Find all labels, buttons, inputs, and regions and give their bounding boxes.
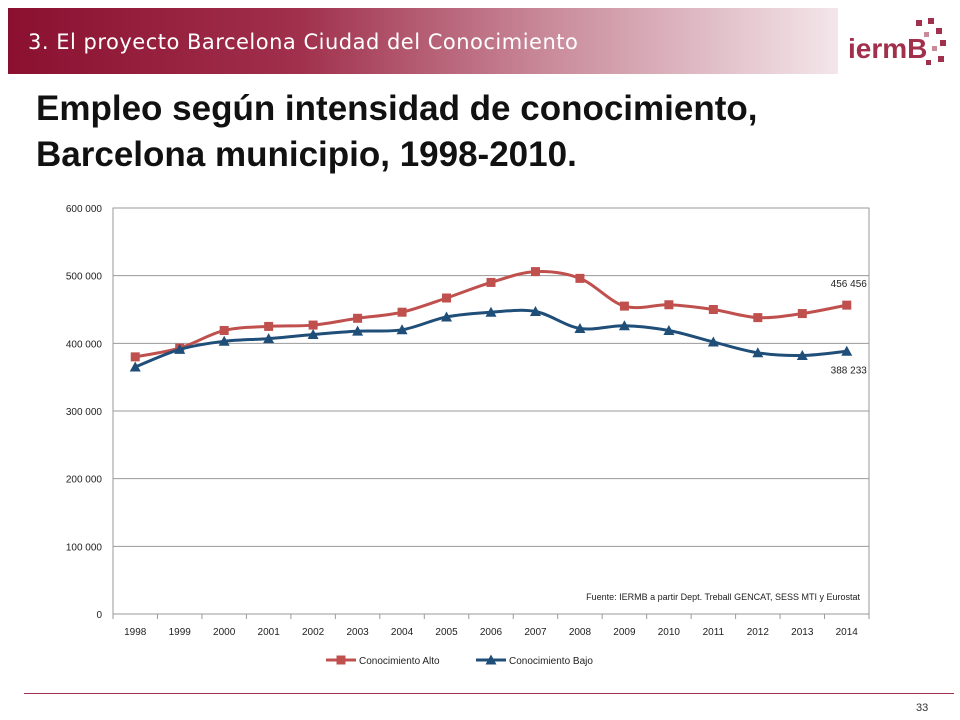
y-tick-label: 200 000 xyxy=(66,475,103,486)
x-tick-label: 2000 xyxy=(213,627,236,638)
x-tick-label: 2013 xyxy=(791,627,814,638)
x-tick-label: 2010 xyxy=(658,627,681,638)
data-point-conocimiento-alto xyxy=(486,277,496,287)
section-title: 3. El proyecto Barcelona Ciudad del Cono… xyxy=(28,30,579,54)
data-point-conocimiento-alto xyxy=(397,307,407,317)
data-point-conocimiento-bajo xyxy=(707,336,719,347)
data-point-conocimiento-alto xyxy=(530,267,540,277)
data-point-conocimiento-bajo xyxy=(841,345,853,356)
y-tick-label: 600 000 xyxy=(66,204,103,215)
data-point-conocimiento-bajo xyxy=(129,361,141,372)
x-tick-label: 2005 xyxy=(435,627,458,638)
legend-label: Conocimiento Alto xyxy=(359,656,440,667)
x-tick-label: 1999 xyxy=(169,627,192,638)
x-tick-label: 2006 xyxy=(480,627,503,638)
data-point-conocimiento-bajo xyxy=(396,324,408,335)
x-tick-label: 2003 xyxy=(346,627,369,638)
data-point-conocimiento-alto xyxy=(664,300,674,310)
data-point-conocimiento-alto xyxy=(353,313,363,323)
page-number: 33 xyxy=(916,702,929,714)
data-point-conocimiento-bajo xyxy=(352,325,364,336)
data-point-conocimiento-alto xyxy=(308,320,318,330)
data-point-conocimiento-bajo xyxy=(263,333,275,344)
data-point-conocimiento-alto xyxy=(842,300,852,310)
x-tick-label: 1998 xyxy=(124,627,147,638)
y-tick-label: 400 000 xyxy=(66,339,103,350)
y-tick-label: 100 000 xyxy=(66,542,103,553)
data-point-conocimiento-bajo xyxy=(752,347,764,358)
y-tick-label: 500 000 xyxy=(66,272,103,283)
y-tick-label: 0 xyxy=(96,610,102,621)
data-point-conocimiento-alto xyxy=(130,352,140,362)
x-tick-label: 2011 xyxy=(703,627,725,638)
data-point-conocimiento-alto xyxy=(264,321,274,331)
x-tick-label: 2002 xyxy=(302,627,325,638)
data-label: 388 233 xyxy=(831,365,868,376)
data-point-conocimiento-bajo xyxy=(796,350,808,361)
legend-marker-conocimiento-alto xyxy=(336,655,346,665)
footer-rule xyxy=(24,693,954,694)
x-tick-label: 2014 xyxy=(836,627,859,638)
x-tick-label: 2004 xyxy=(391,627,414,638)
data-point-conocimiento-alto xyxy=(619,301,629,311)
data-point-conocimiento-bajo xyxy=(441,311,453,322)
legend-label: Conocimiento Bajo xyxy=(509,656,593,667)
data-label: 456 456 xyxy=(831,279,868,290)
data-point-conocimiento-bajo xyxy=(485,306,497,317)
x-tick-label: 2009 xyxy=(613,627,636,638)
x-tick-label: 2007 xyxy=(524,627,547,638)
data-point-conocimiento-bajo xyxy=(618,320,630,331)
x-tick-label: 2012 xyxy=(747,627,770,638)
data-point-conocimiento-alto xyxy=(219,325,229,335)
data-point-conocimiento-alto xyxy=(575,273,585,283)
header-band xyxy=(8,8,838,74)
data-point-conocimiento-bajo xyxy=(529,306,541,317)
slide-title: Empleo según intensidad de conocimiento,… xyxy=(36,89,758,174)
legend-marker-conocimiento-bajo xyxy=(485,654,497,665)
data-point-conocimiento-bajo xyxy=(663,324,675,335)
data-point-conocimiento-bajo xyxy=(574,322,586,333)
x-tick-label: 2008 xyxy=(569,627,592,638)
data-point-conocimiento-bajo xyxy=(174,343,186,354)
iermb-logo: iermB xyxy=(846,14,950,72)
y-tick-label: 300 000 xyxy=(66,407,103,418)
data-point-conocimiento-alto xyxy=(753,313,763,323)
data-point-conocimiento-alto xyxy=(708,305,718,314)
data-point-conocimiento-alto xyxy=(797,309,807,319)
data-point-conocimiento-bajo xyxy=(307,329,319,340)
x-tick-label: 2001 xyxy=(258,627,281,638)
data-point-conocimiento-bajo xyxy=(218,335,230,346)
logo-text: iermB xyxy=(848,33,927,64)
data-point-conocimiento-alto xyxy=(442,293,452,303)
source-note: Fuente: IERMB a partir Dept. Treball GEN… xyxy=(586,592,860,602)
